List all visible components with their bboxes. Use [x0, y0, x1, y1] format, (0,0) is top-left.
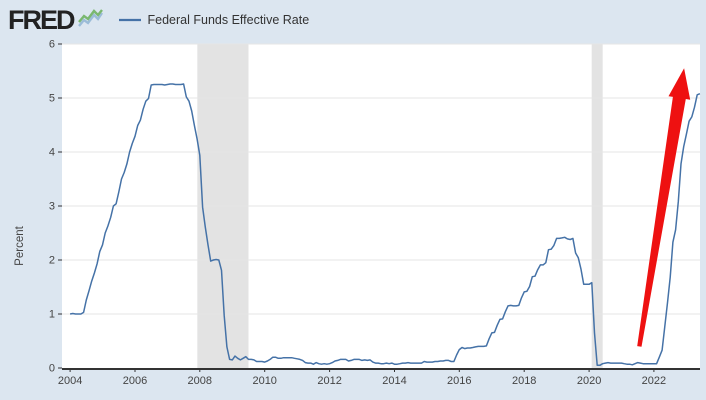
series-line-fed-funds-rate: [69, 83, 701, 367]
x-tick-label: 2020: [577, 375, 601, 387]
fred-logo-text: FRED: [8, 5, 75, 35]
fred-logo[interactable]: FRED: [8, 2, 103, 38]
chart-header: FRED Federal Funds Effective Rate: [0, 0, 706, 40]
x-tick-label: 2008: [188, 375, 212, 387]
chart-legend: Federal Funds Effective Rate: [118, 13, 310, 27]
x-tick-label: 2010: [252, 375, 276, 387]
legend-series-label: Federal Funds Effective Rate: [147, 13, 310, 27]
annotation-arrow-up: [637, 68, 691, 347]
y-axis-title: Percent: [14, 226, 26, 266]
x-tick-label: 2004: [58, 375, 82, 387]
x-tick-label: 2014: [382, 375, 406, 387]
y-tick-label: 6: [49, 40, 55, 51]
legend-line-swatch: [118, 18, 141, 22]
y-tick-label: 1: [49, 309, 55, 321]
x-tick-label: 2006: [123, 375, 147, 387]
y-tick-label: 3: [49, 201, 55, 213]
y-tick-label: 2: [49, 255, 55, 267]
y-tick-label: 0: [49, 363, 55, 375]
chart-area: 0 1 2 3 4 5 6 2004 2006 2008 2010 2012 2014 2016 2018 2…: [0, 40, 706, 400]
x-tick-label: 2016: [447, 375, 471, 387]
y-tick-label: 4: [49, 147, 55, 159]
chart-plot: 0 1 2 3 4 5 6 2004 2006 2008 2010 2012 2014 2016 2018 2…: [49, 40, 701, 387]
x-tick-label: 2018: [512, 375, 536, 387]
x-tick-label: 2022: [642, 375, 666, 387]
x-tick-label: 2012: [317, 375, 341, 387]
y-tick-label: 5: [49, 93, 55, 105]
fred-logo-graph-icon: [77, 9, 103, 27]
